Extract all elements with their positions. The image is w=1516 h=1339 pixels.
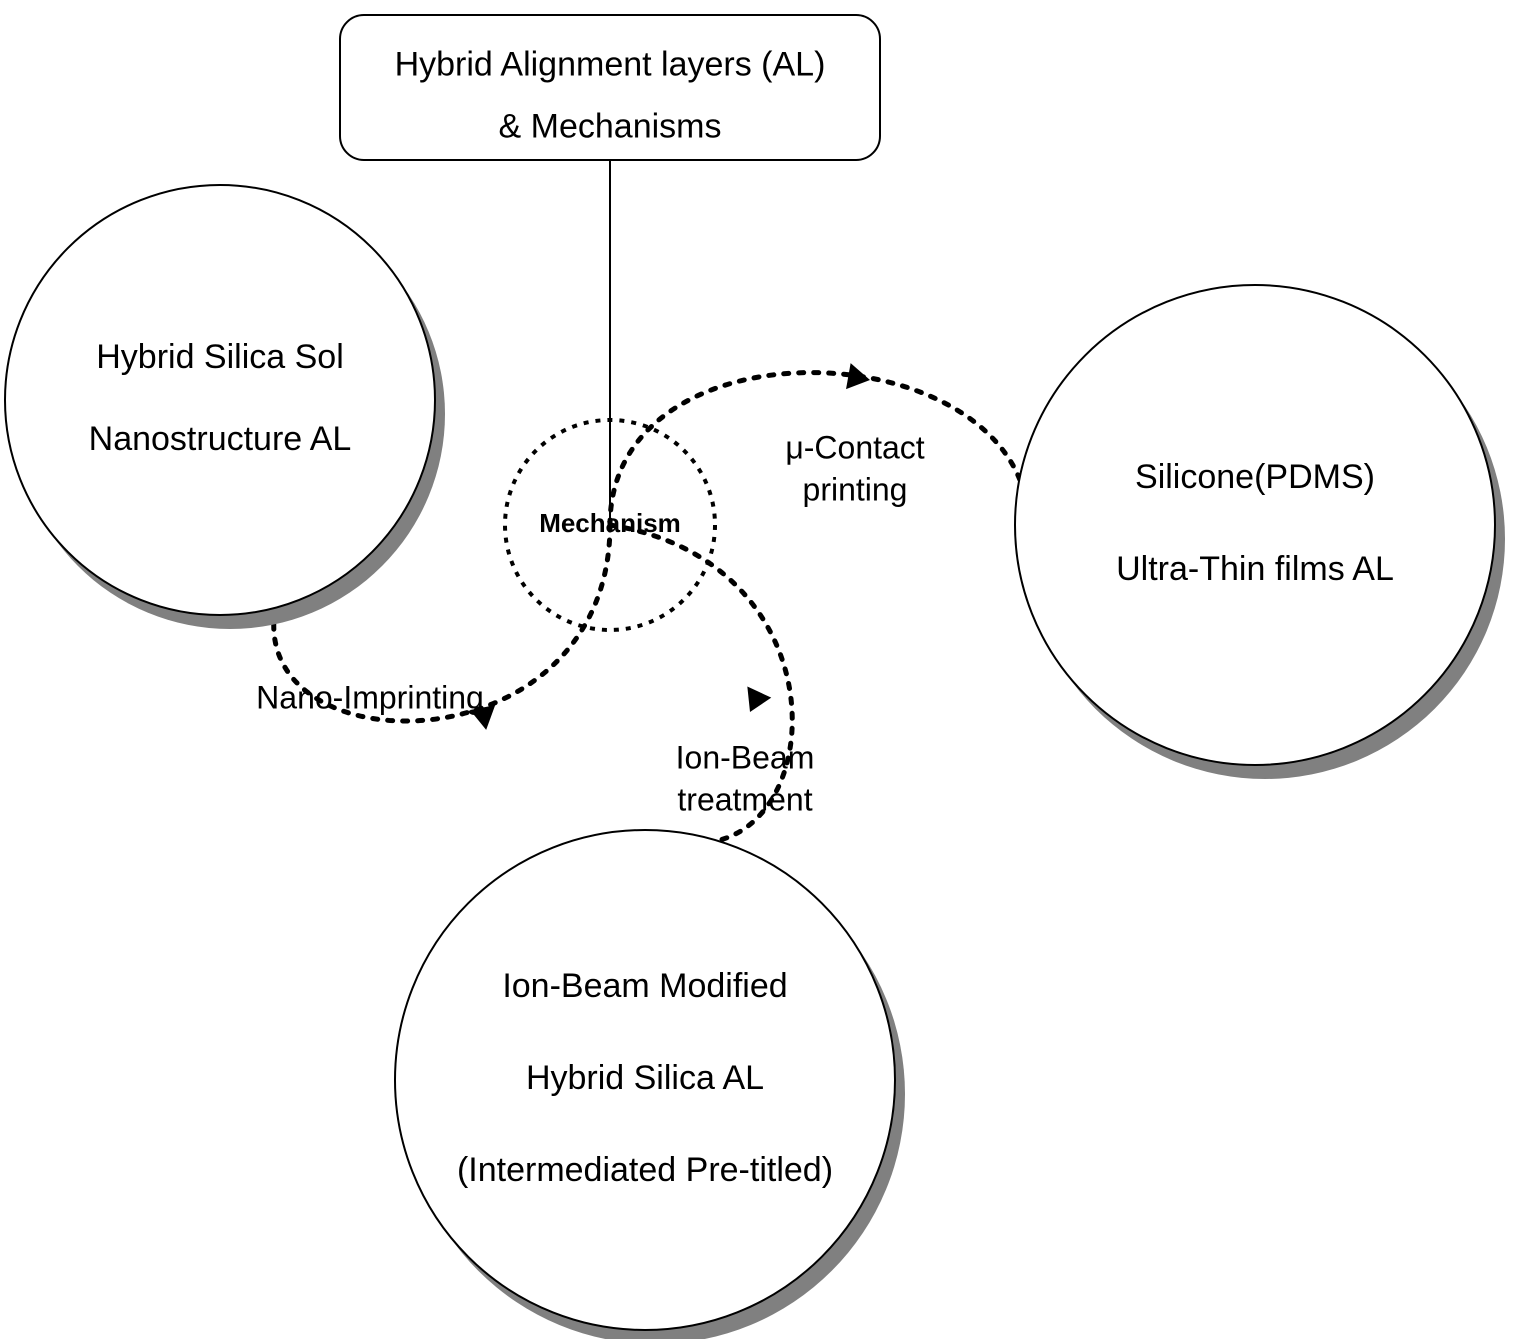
edge-label: treatment xyxy=(677,781,812,817)
node-label: Hybrid Silica Sol xyxy=(96,338,344,376)
edge-label: Ion-Beam xyxy=(676,739,815,775)
edge-label: printing xyxy=(803,471,908,507)
center-label: Mechanism xyxy=(539,508,681,538)
node-label: Ultra-Thin films AL xyxy=(1116,550,1394,588)
center-mechanism: Mechanism xyxy=(505,420,715,630)
node-label: Nanostructure AL xyxy=(89,420,352,458)
edge-label: Nano-Imprinting xyxy=(256,679,484,715)
title-line2: & Mechanisms xyxy=(499,107,722,145)
node-label: Silicone(PDMS) xyxy=(1135,458,1375,496)
node-label: Ion-Beam Modified xyxy=(502,967,787,1005)
node-bottom: Ion-Beam Modified Hybrid Silica AL (Interm… xyxy=(395,830,905,1339)
title-line1: Hybrid Alignment layers (AL) xyxy=(395,45,826,83)
node-left: Hybrid Silica Sol Nanostructure AL xyxy=(5,185,445,629)
node-label: Hybrid Silica AL xyxy=(526,1059,764,1097)
node-circle xyxy=(5,185,435,615)
node-right: Silicone(PDMS) Ultra-Thin films AL xyxy=(1015,285,1505,779)
node-label: (Intermediated Pre-titled) xyxy=(457,1151,833,1189)
edge-label: μ-Contact xyxy=(785,429,924,465)
node-circle xyxy=(1015,285,1495,765)
title-box: Hybrid Alignment layers (AL) & Mechanisms xyxy=(340,15,880,160)
